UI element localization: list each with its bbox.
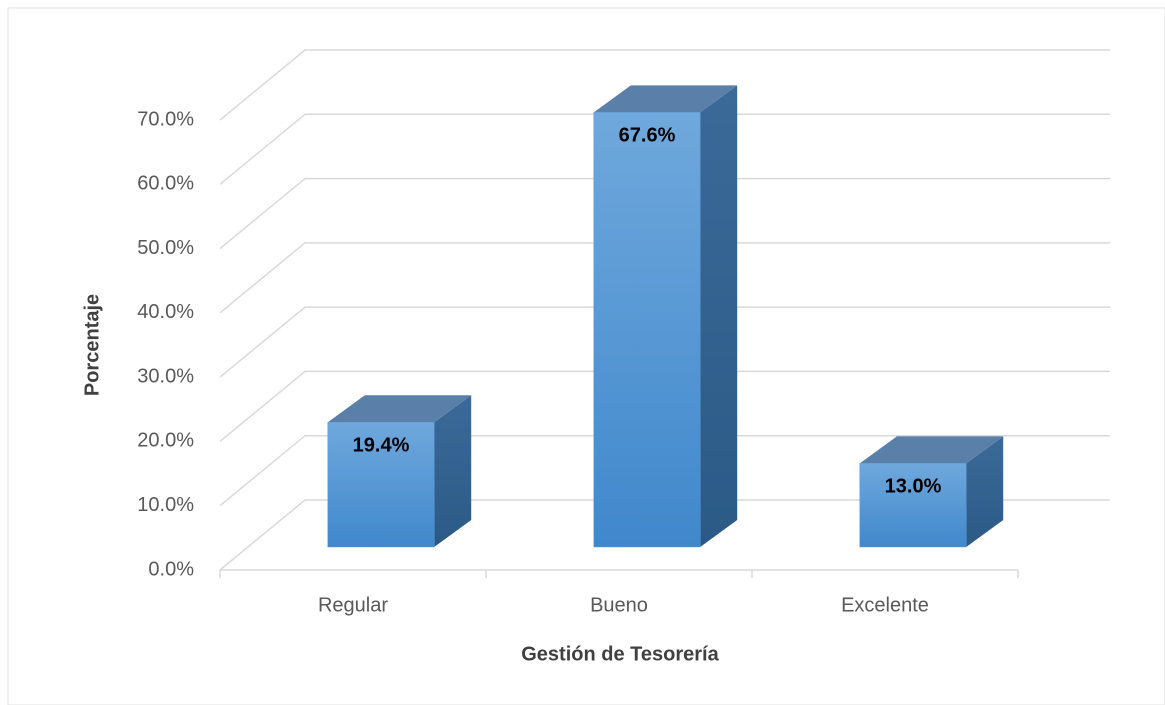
data-label: 19.4% (353, 435, 410, 457)
grid-line (219, 49, 1110, 121)
chart-frame (7, 7, 1165, 705)
bar-side (434, 395, 472, 547)
bar (859, 463, 967, 548)
y-tick-label: 20.0% (137, 430, 194, 452)
grid-line (219, 370, 1110, 443)
grid-line (219, 177, 1110, 250)
y-tick-label: 50.0% (137, 237, 194, 259)
grid-line (219, 499, 1110, 571)
y-tick-label: 60.0% (137, 173, 194, 195)
y-tick-label: 10.0% (137, 494, 194, 516)
x-tick-label: Excelente (841, 594, 929, 616)
data-label: 67.6% (619, 125, 676, 147)
bar-side (966, 436, 1004, 547)
bar (593, 112, 701, 548)
y-axis-title: Porcentaje (81, 294, 103, 396)
x-tick-label: Bueno (590, 594, 648, 616)
bar-top (327, 395, 472, 423)
y-tick-label: 30.0% (137, 365, 194, 387)
y-tick-label: 40.0% (137, 301, 194, 323)
x-tick-label: Regular (318, 594, 388, 616)
y-tick-label: 0.0% (148, 558, 194, 580)
grid-line (219, 306, 1110, 378)
x-axis-title: Gestión de Tesorería (521, 643, 719, 665)
grid-line (219, 242, 1110, 314)
grid-line (219, 113, 1110, 185)
bar-top (593, 85, 738, 113)
bar (327, 422, 435, 548)
bar-top (859, 436, 1004, 464)
data-label: 13.0% (885, 476, 942, 498)
y-tick-label: 70.0% (137, 108, 194, 130)
grid-line (219, 434, 1110, 507)
bar-side (700, 85, 738, 547)
